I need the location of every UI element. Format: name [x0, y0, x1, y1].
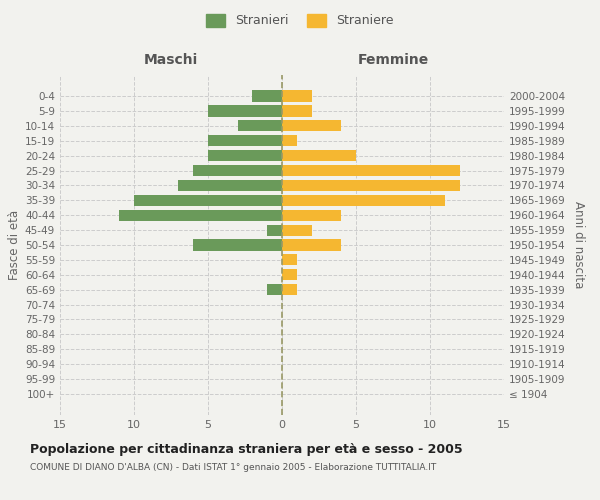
Text: Femmine: Femmine	[358, 54, 428, 68]
Bar	[282, 240, 341, 250]
Y-axis label: Anni di nascita: Anni di nascita	[572, 202, 585, 288]
Y-axis label: Fasce di età: Fasce di età	[8, 210, 21, 280]
Bar	[238, 120, 282, 132]
Bar	[282, 224, 311, 235]
Bar	[193, 165, 282, 176]
Text: Maschi: Maschi	[144, 54, 198, 68]
Bar	[208, 106, 282, 117]
Bar	[282, 269, 297, 280]
Bar	[282, 120, 341, 132]
Bar	[134, 194, 282, 206]
Bar	[282, 284, 297, 296]
Bar	[282, 180, 460, 191]
Bar	[282, 254, 297, 266]
Bar	[267, 224, 282, 235]
Text: Popolazione per cittadinanza straniera per età e sesso - 2005: Popolazione per cittadinanza straniera p…	[30, 442, 463, 456]
Bar	[267, 284, 282, 296]
Bar	[282, 90, 311, 102]
Bar	[208, 135, 282, 146]
Bar	[253, 90, 282, 102]
Bar	[193, 240, 282, 250]
Bar	[282, 210, 341, 221]
Text: COMUNE DI DIANO D'ALBA (CN) - Dati ISTAT 1° gennaio 2005 - Elaborazione TUTTITAL: COMUNE DI DIANO D'ALBA (CN) - Dati ISTAT…	[30, 462, 436, 471]
Bar	[119, 210, 282, 221]
Bar	[282, 150, 356, 161]
Bar	[282, 194, 445, 206]
Bar	[282, 165, 460, 176]
Legend: Stranieri, Straniere: Stranieri, Straniere	[202, 8, 398, 32]
Bar	[178, 180, 282, 191]
Bar	[282, 106, 311, 117]
Bar	[208, 150, 282, 161]
Bar	[282, 135, 297, 146]
